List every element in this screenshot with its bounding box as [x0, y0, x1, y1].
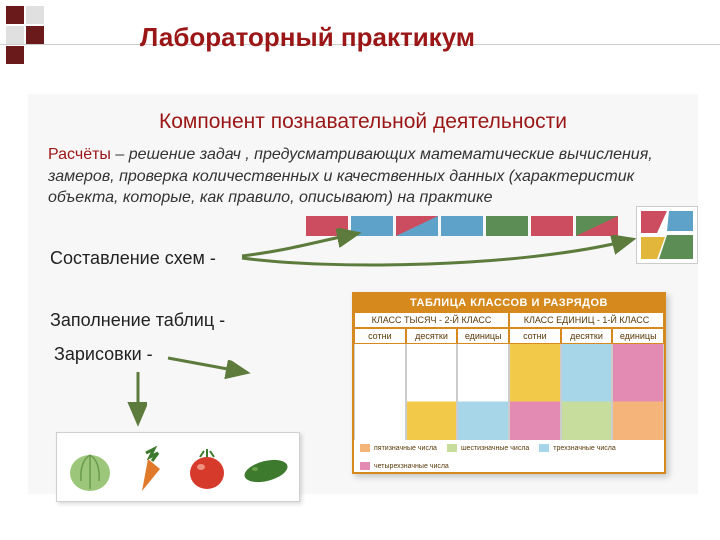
digit-cell: десятки: [561, 328, 613, 344]
carrot-icon: [124, 439, 174, 495]
vegetables-illustration: [56, 432, 300, 502]
bar-segment: [531, 216, 573, 236]
ornament-sq: [6, 6, 24, 24]
puzzle-piece: [667, 211, 693, 231]
line-tables: Заполнение таблиц -: [50, 310, 225, 331]
legend-label: трехзначные числа: [553, 445, 616, 452]
calc-lead: Расчёты: [48, 146, 111, 163]
table-digit-row: сотнидесяткиединицысотнидесяткиединицы: [354, 328, 664, 344]
table-column: [509, 344, 561, 440]
bar-segment: [576, 216, 618, 236]
digit-cell: единицы: [457, 328, 509, 344]
table-column: [561, 344, 613, 440]
bar-segment: [441, 216, 483, 236]
legend-item: шестизначные числа: [447, 444, 529, 452]
digit-cell: единицы: [612, 328, 664, 344]
cabbage-icon: [65, 439, 115, 495]
legend-swatch: [360, 444, 370, 452]
class-cell: КЛАСС ТЫСЯЧ - 2-Й КЛАСС: [354, 312, 509, 328]
table-body: [354, 344, 664, 440]
table-column: [612, 344, 664, 440]
legend-label: шестизначные числа: [461, 445, 529, 452]
table-column: [406, 344, 458, 440]
tomato-icon: [182, 439, 232, 495]
calc-body: – решение задач , предусматривающих мате…: [48, 146, 653, 206]
puzzle-piece: [641, 211, 667, 233]
ornament-sq: [6, 46, 24, 64]
legend-item: четырехзначные числа: [360, 462, 449, 470]
digit-cell: сотни: [354, 328, 406, 344]
legend-item: пятизначные числа: [360, 444, 437, 452]
ornament-sq: [26, 6, 44, 24]
bar-segment: [396, 216, 438, 236]
legend-item: трехзначные числа: [539, 444, 616, 452]
legend-swatch: [447, 444, 457, 452]
ornament-sq: [26, 46, 44, 64]
class-rank-table: ТАБЛИЦА КЛАССОВ И РАЗРЯДОВ КЛАСС ТЫСЯЧ -…: [352, 292, 666, 474]
legend-swatch: [539, 444, 549, 452]
table-title: ТАБЛИЦА КЛАССОВ И РАЗРЯДОВ: [354, 294, 664, 312]
line-schemes: Составление схем -: [50, 248, 216, 269]
puzzle-thumbnail: [636, 206, 698, 264]
subtitle: Компонент познавательной деятельности: [48, 110, 678, 134]
cucumber-icon: [241, 439, 291, 495]
legend-label: пятизначные числа: [374, 445, 437, 452]
bar-segment: [306, 216, 348, 236]
legend-swatch: [360, 462, 370, 470]
table-legend: пятизначные числа шестизначные числа трехз…: [354, 440, 664, 474]
page-title: Лабораторный практикум: [140, 22, 475, 53]
table-class-row: КЛАСС ТЫСЯЧ - 2-Й КЛАСС КЛАСС ЕДИНИЦ - 1…: [354, 312, 664, 328]
digit-cell: сотни: [509, 328, 561, 344]
line-sketches: Зарисовки -: [54, 344, 153, 365]
legend-label: четырехзначные числа: [374, 463, 449, 470]
bar-segment: [351, 216, 393, 236]
bar-segment: [486, 216, 528, 236]
calculations-paragraph: Расчёты – решение задач , предусматриваю…: [48, 144, 678, 209]
class-cell: КЛАСС ЕДИНИЦ - 1-Й КЛАСС: [509, 312, 664, 328]
digit-cell: десятки: [406, 328, 458, 344]
table-column: [354, 344, 406, 440]
table-column: [457, 344, 509, 440]
bar-segments-row: [306, 216, 618, 236]
